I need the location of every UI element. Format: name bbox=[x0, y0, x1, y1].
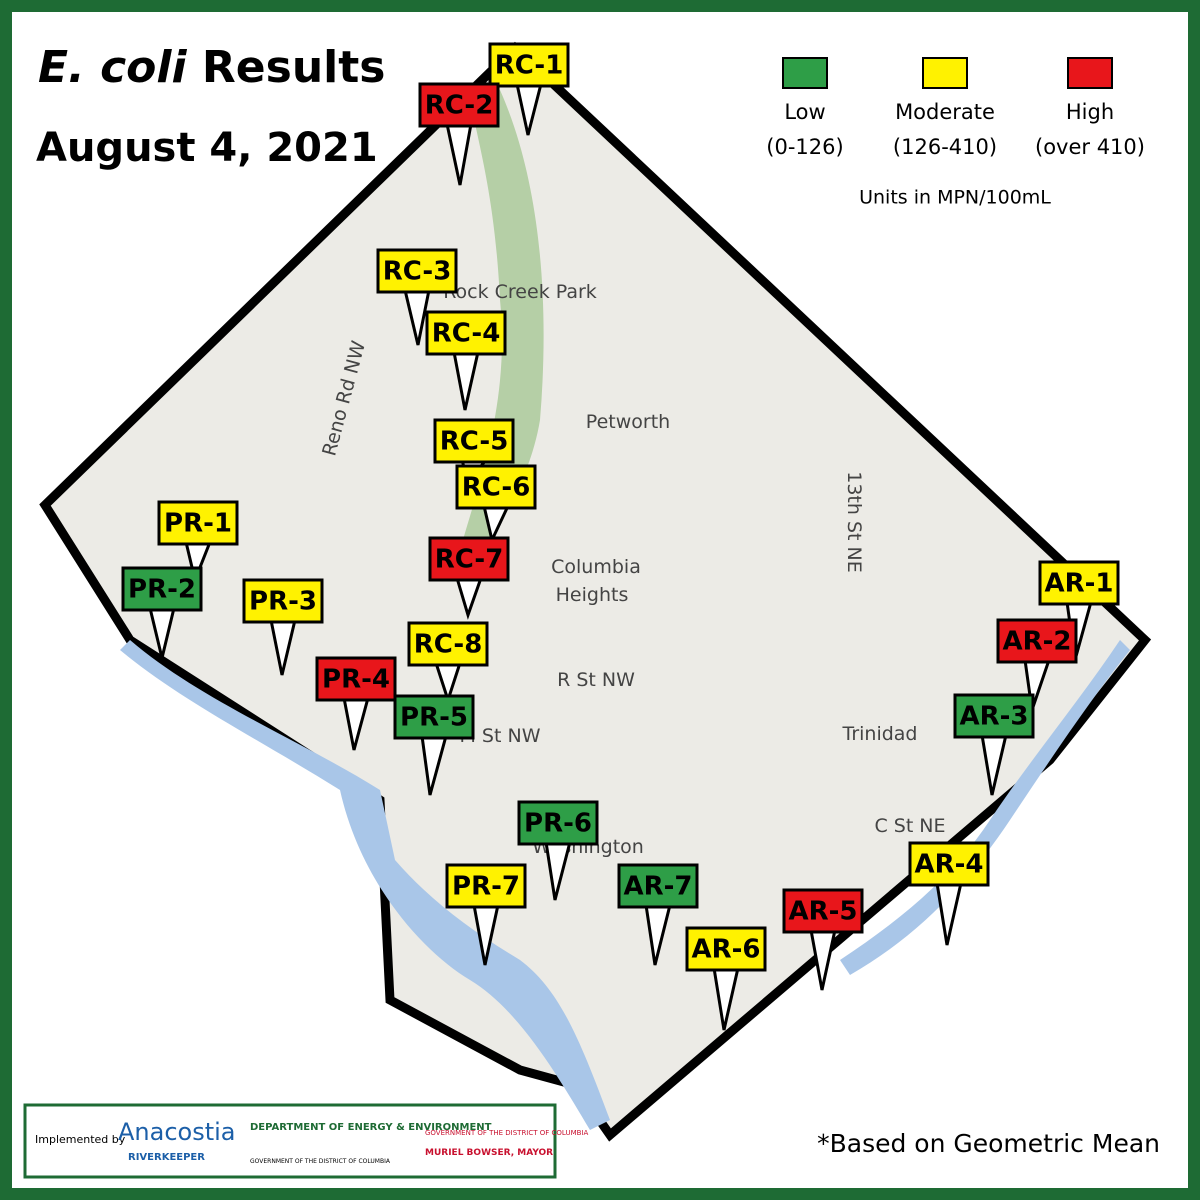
org-sub: RIVERKEEPER bbox=[128, 1152, 205, 1163]
site-box bbox=[376, 248, 458, 294]
site-label: AR-2 bbox=[1002, 627, 1071, 657]
site-marker: PR-6 bbox=[517, 800, 599, 901]
site-box bbox=[425, 310, 507, 356]
site-label: RC-5 bbox=[440, 427, 509, 457]
site-marker: RC-7 bbox=[428, 536, 510, 620]
site-label: RC-4 bbox=[432, 319, 501, 349]
site-box bbox=[428, 536, 510, 582]
site-marker: AR-5 bbox=[782, 888, 864, 991]
map-label: Rock Creek Park bbox=[443, 281, 597, 303]
site-label: PR-3 bbox=[249, 587, 317, 617]
site-marker: AR-4 bbox=[908, 841, 990, 946]
map-label: M St NW bbox=[460, 725, 541, 747]
site-box bbox=[157, 500, 239, 546]
legend-range: (over 410) bbox=[1035, 135, 1145, 159]
legend-name: Low bbox=[784, 100, 825, 124]
legend-swatch bbox=[782, 57, 828, 89]
site-label: AR-4 bbox=[914, 850, 983, 880]
site-label: RC-7 bbox=[435, 545, 504, 575]
site-marker: PR-3 bbox=[242, 578, 324, 676]
site-label: RC-8 bbox=[414, 630, 483, 660]
dept: DEPARTMENT OF ENERGY & ENVIRONMENT bbox=[250, 1122, 492, 1133]
site-box bbox=[617, 863, 699, 909]
date: August 4, 2021 bbox=[36, 125, 378, 171]
site-box bbox=[433, 418, 515, 464]
map-label: 13th St NE bbox=[843, 471, 865, 572]
site-marker: AR-6 bbox=[685, 926, 767, 1031]
site-label: PR-1 bbox=[164, 509, 232, 539]
site-box bbox=[685, 926, 767, 972]
site-label: PR-5 bbox=[400, 703, 468, 733]
site-marker: RC-4 bbox=[425, 310, 507, 411]
legend-range: (126-410) bbox=[893, 135, 997, 159]
site-box bbox=[445, 863, 527, 909]
site-marker: RC-3 bbox=[376, 248, 458, 346]
site-box bbox=[455, 464, 537, 510]
legend-name: Moderate bbox=[895, 100, 995, 124]
site-label: RC-3 bbox=[383, 257, 452, 287]
site-marker: PR-5 bbox=[393, 694, 475, 796]
implemented-by: Implemented by bbox=[35, 1133, 126, 1146]
map-label: Trinidad bbox=[842, 723, 918, 745]
legend-swatch bbox=[922, 57, 968, 89]
site-label: AR-1 bbox=[1044, 569, 1113, 599]
site-marker: PR-2 bbox=[121, 566, 203, 659]
site-marker: AR-3 bbox=[953, 693, 1035, 796]
site-marker: RC-8 bbox=[407, 621, 489, 705]
org-name: Anacostia bbox=[118, 1118, 236, 1146]
district-boundary bbox=[39, 41, 1152, 1142]
site-marker: RC-6 bbox=[455, 464, 537, 545]
site-marker: AR-2 bbox=[996, 618, 1078, 711]
footer-box bbox=[23, 1103, 557, 1179]
site-label: PR-7 bbox=[452, 872, 520, 902]
potomac-river bbox=[120, 640, 610, 1130]
note: *Based on Geometric Mean bbox=[817, 1129, 1160, 1158]
map-label: Columbia bbox=[551, 556, 641, 578]
site-marker: PR-7 bbox=[445, 863, 527, 966]
site-label: AR-6 bbox=[691, 935, 760, 965]
map-label: Petworth bbox=[586, 411, 670, 433]
dept-gov: GOVERNMENT OF THE DISTRICT OF COLUMBIA bbox=[250, 1158, 391, 1165]
site-box bbox=[407, 621, 489, 667]
site-marker: PR-1 bbox=[157, 500, 239, 585]
site-label: RC-6 bbox=[462, 473, 531, 503]
site-label: PR-2 bbox=[128, 575, 196, 605]
site-box bbox=[418, 82, 500, 128]
mayor: MURIEL BOWSER, MAYOR bbox=[425, 1148, 553, 1158]
site-marker: RC-5 bbox=[433, 418, 515, 486]
site-marker: RC-1 bbox=[488, 42, 570, 136]
site-box bbox=[242, 578, 324, 624]
legend-range: (0-126) bbox=[766, 135, 843, 159]
legend-swatch bbox=[1067, 57, 1113, 89]
site-box bbox=[908, 841, 990, 887]
site-label: PR-4 bbox=[322, 665, 390, 695]
site-label: AR-5 bbox=[788, 897, 857, 927]
site-box bbox=[782, 888, 864, 934]
anacostia-river bbox=[840, 640, 1130, 975]
site-box bbox=[1038, 560, 1120, 606]
site-box bbox=[393, 694, 475, 740]
site-label: RC-1 bbox=[495, 51, 564, 81]
site-marker: RC-2 bbox=[418, 82, 500, 186]
site-marker: AR-7 bbox=[617, 863, 699, 966]
site-box bbox=[517, 800, 599, 846]
site-box bbox=[121, 566, 203, 612]
gov: GOVERNMENT OF THE DISTRICT OF COLUMBIA bbox=[425, 1129, 589, 1137]
map-label: R St NW bbox=[557, 669, 635, 691]
site-box bbox=[953, 693, 1035, 739]
legend-name: High bbox=[1066, 100, 1114, 124]
site-box bbox=[488, 42, 570, 88]
site-box bbox=[996, 618, 1078, 664]
title: E. coli Results bbox=[38, 42, 385, 93]
units: Units in MPN/100mL bbox=[859, 187, 1051, 209]
map-label: Heights bbox=[556, 584, 629, 606]
site-box bbox=[315, 656, 397, 702]
site-label: RC-2 bbox=[425, 91, 494, 121]
site-label: AR-7 bbox=[623, 872, 692, 902]
site-marker: PR-4 bbox=[315, 656, 397, 751]
map-label: C St NE bbox=[874, 815, 945, 837]
site-label: AR-3 bbox=[959, 702, 1028, 732]
site-label: PR-6 bbox=[524, 809, 592, 839]
